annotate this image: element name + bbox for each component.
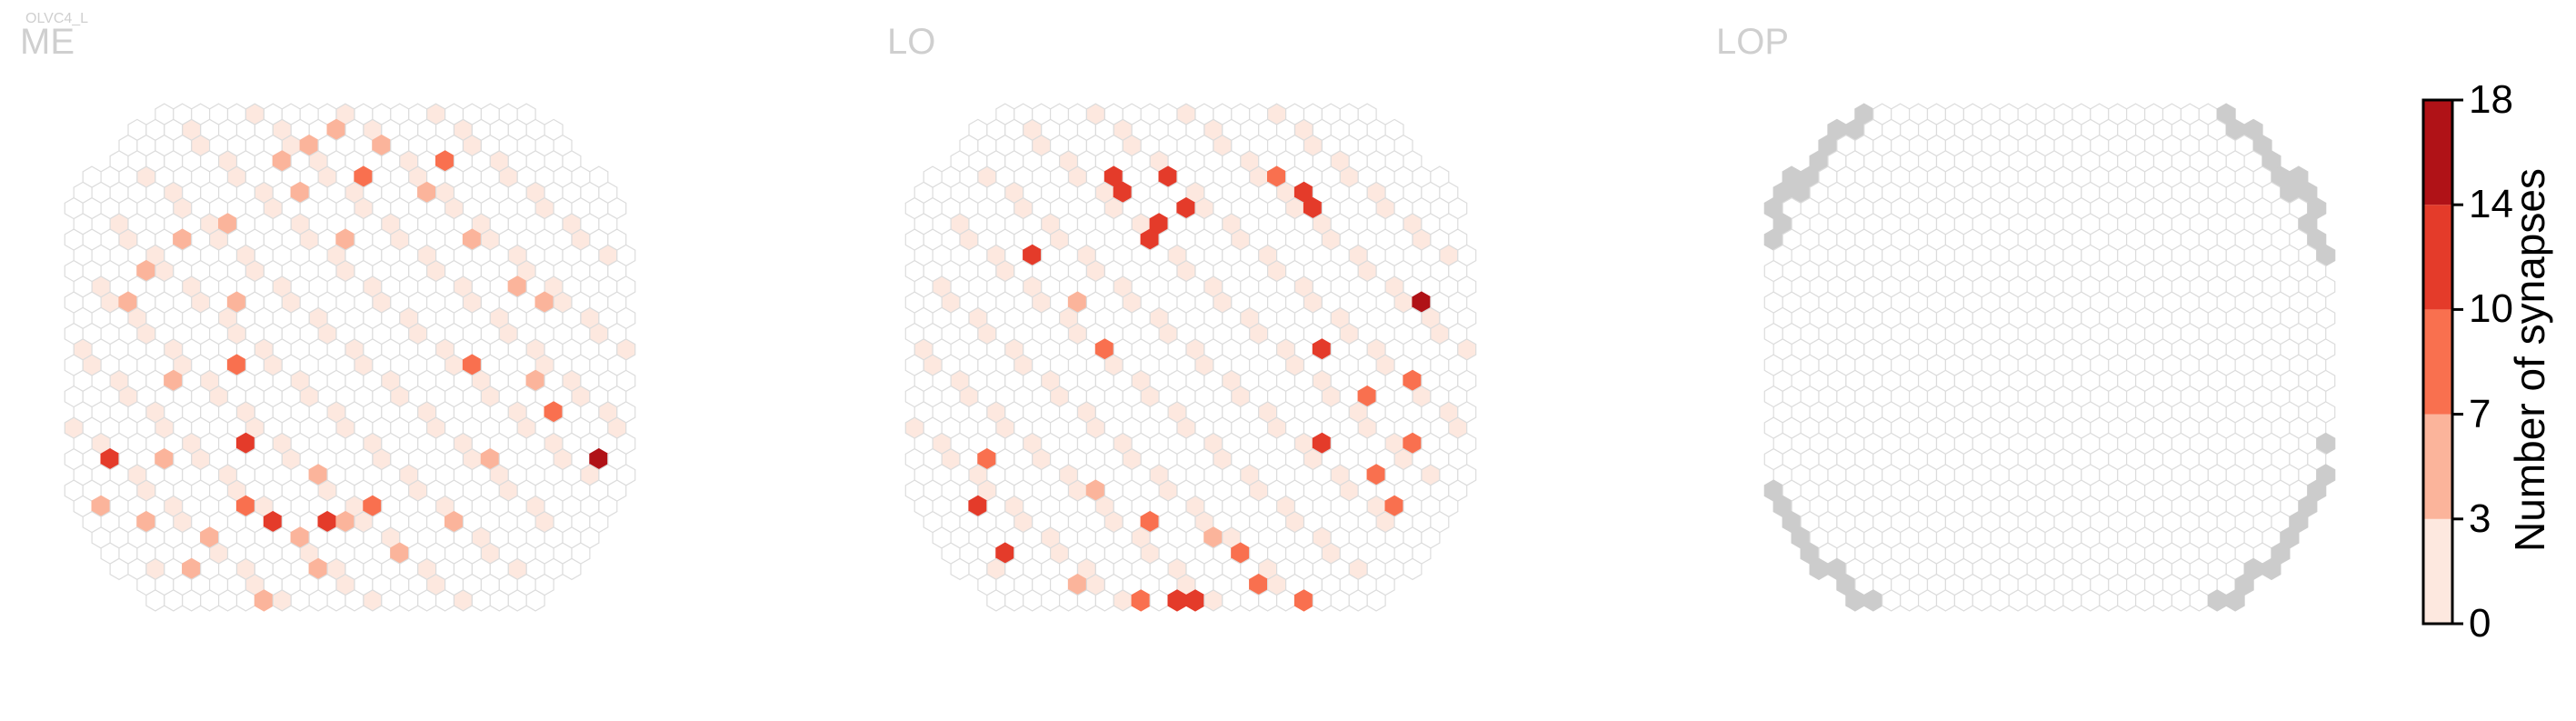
hex-cell-empty bbox=[562, 557, 582, 581]
colorbar-tick-label: 7 bbox=[2469, 391, 2491, 436]
panel-label-me: ME bbox=[20, 22, 75, 62]
colorbar-bin bbox=[2423, 205, 2452, 310]
panel-label-lo: LO bbox=[887, 22, 936, 62]
panel-label-lop: LOP bbox=[1716, 22, 1790, 62]
colorbar-tick-label: 18 bbox=[2469, 77, 2513, 122]
colorbar-bin bbox=[2423, 100, 2452, 205]
colorbar-bin bbox=[2423, 309, 2452, 415]
hex-cell-empty bbox=[525, 589, 545, 612]
colorbar-tick-label: 0 bbox=[2469, 601, 2491, 646]
cell-type-label: OLVC4_L bbox=[25, 11, 89, 26]
hexmap-lo bbox=[904, 103, 1477, 612]
colorbar-title: Number of synapses bbox=[2506, 168, 2553, 552]
hexmap-me bbox=[64, 103, 636, 612]
colorbar-bin bbox=[2423, 414, 2452, 519]
colorbar-bin bbox=[2423, 518, 2452, 624]
colorbar-tick-label: 3 bbox=[2469, 496, 2491, 541]
